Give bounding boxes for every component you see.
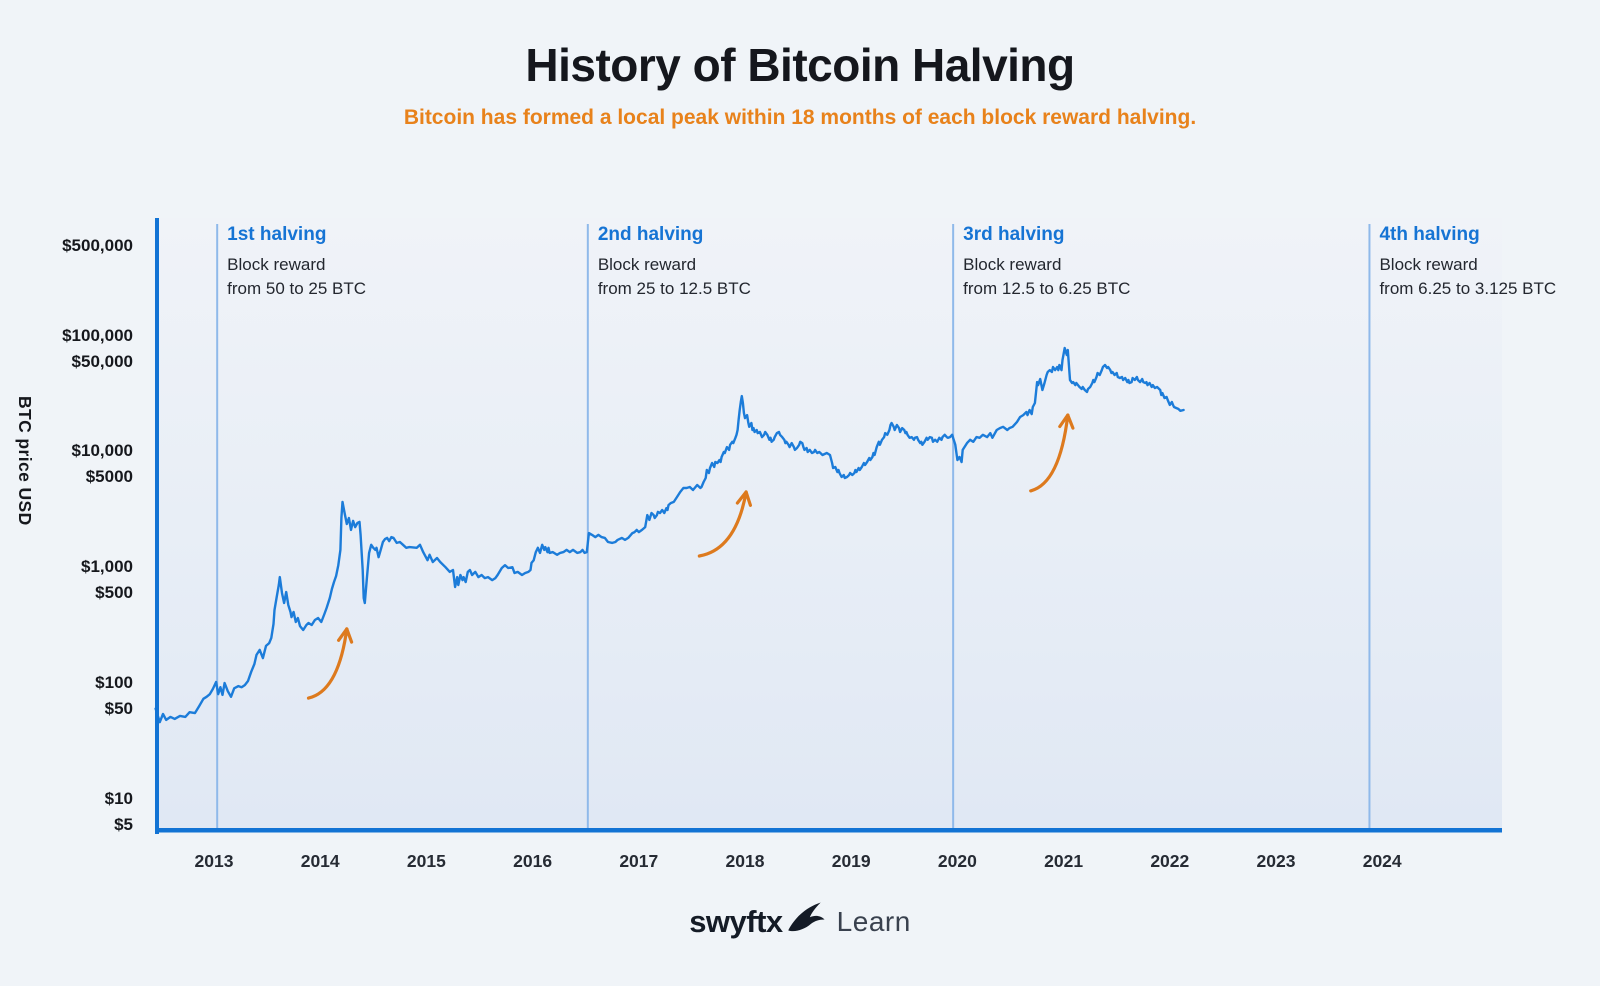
x-tick-label: 2023 [1256,851,1296,871]
y-tick-label: $1,000 [81,557,133,577]
halving-title: 2nd halving [597,224,704,245]
y-tick-label: $500,000 [62,235,133,255]
y-tick-label: $10,000 [71,441,133,461]
peak-arrow [697,490,752,558]
halving-annotation: 1st halving Block reward from 50 to 25 BTC [227,224,366,300]
halving-annotation: 4th halving Block reward from 6.25 to 3.12… [1379,224,1556,300]
y-tick-label: $100 [95,673,133,692]
x-tick-label: 2013 [194,851,234,871]
x-tick-label: 2018 [725,851,765,871]
halving-detail: Block reward [227,255,326,274]
halving-detail: Block reward [597,255,697,274]
y-tick-label: $50 [104,699,133,718]
page-title: History of Bitcoin Halving [525,39,1075,91]
x-tick-label: 2021 [1044,851,1084,871]
peak-arrow [1029,413,1075,493]
x-tick-label: 2016 [513,851,553,871]
halving-title: 3rd halving [963,224,1065,245]
halving-annotation: 3rd halving Block reward from 12.5 to 6.25… [963,224,1130,300]
x-tick-label: 2014 [300,851,340,871]
halving-detail: from 25 to 12.5 BTC [597,278,751,298]
halving-title: 1st halving [227,224,327,245]
page-subtitle: Bitcoin has formed a local peak within 1… [403,106,1197,129]
y-tick-label: $50,000 [71,351,133,371]
swift-bird-icon [787,902,825,932]
plot-area [157,218,1502,830]
halving-detail: Block reward [963,255,1062,274]
x-tick-label: 2015 [406,851,446,871]
price-line [154,346,1185,724]
x-tick-label: 2022 [1150,851,1190,871]
halving-detail: from 12.5 to 6.25 BTC [963,278,1131,298]
halving-detail: from 6.25 to 3.125 BTC [1379,278,1557,298]
footer-logo: swyftx Learn [0,901,1600,943]
halving-title: 4th halving [1379,224,1480,245]
x-tick-label: 2024 [1362,851,1402,871]
y-tick-label: $10 [104,788,133,808]
swyftx-logo-text: swyftx [689,904,783,939]
y-tick-label: $5 [114,814,133,834]
halving-annotation: 2nd halving Block reward from 25 to 12.5 B… [598,224,751,300]
y-tick-label: $100,000 [62,325,133,345]
halving-detail: Block reward [1379,255,1478,274]
y-tick-label: $5000 [85,467,133,487]
learn-label: Learn [836,906,911,937]
x-tick-label: 2017 [619,851,659,871]
y-axis-label: BTC price USD [15,396,35,526]
x-axis-line [155,828,1502,833]
peak-arrow [306,627,354,700]
x-tick-label: 2020 [937,851,977,871]
x-tick-label: 2019 [831,851,871,871]
halving-detail: from 50 to 25 BTC [227,278,367,298]
y-tick-label: $500 [95,583,133,603]
y-axis-line [155,218,159,834]
